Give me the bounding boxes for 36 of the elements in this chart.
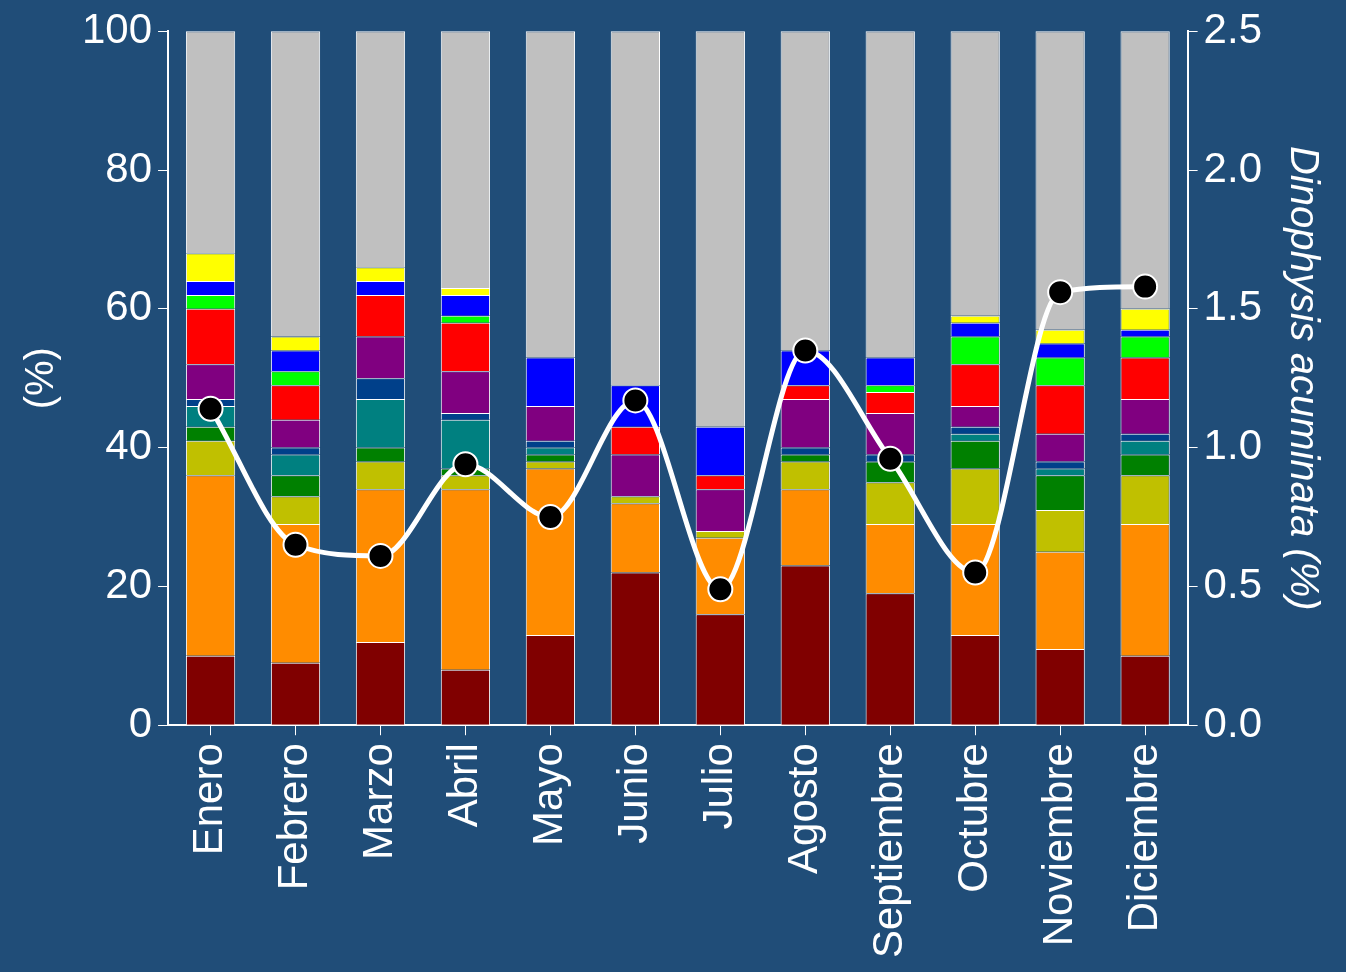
- y2-tick-label: 1.0: [1203, 421, 1262, 469]
- y-axis-title: (%): [17, 347, 62, 410]
- point: [962, 559, 989, 586]
- point: [537, 504, 564, 531]
- y-tick-label: 60: [105, 282, 153, 330]
- x-tick-label: Agosto: [778, 743, 826, 874]
- y2-tick-label: 2.0: [1203, 143, 1262, 191]
- y2-tick-label: 2.5: [1203, 4, 1262, 52]
- point: [282, 531, 309, 558]
- point: [197, 395, 224, 422]
- x-tick-label: Abril: [439, 743, 487, 828]
- point: [452, 451, 479, 478]
- x-tick-label: Mayo: [523, 743, 571, 846]
- y-tick-label: 40: [105, 421, 153, 469]
- x-tick-label: Septiembre: [863, 743, 911, 958]
- point: [1132, 273, 1159, 300]
- x-tick-label: Julio: [693, 743, 741, 830]
- y-tick-label: 80: [105, 143, 153, 191]
- x-tick-label: Octubre: [948, 743, 996, 893]
- x-tick-label: Diciembre: [1118, 743, 1166, 933]
- y2-axis-title: Dinophysis acuminata (%): [1282, 145, 1327, 611]
- point: [792, 337, 819, 364]
- x-tick-label: Enero: [184, 743, 232, 856]
- y2-tick-label: 0.0: [1203, 698, 1262, 746]
- x-tick-label: Marzo: [354, 743, 402, 860]
- x-tick-label: Junio: [608, 743, 656, 844]
- y2-tick-label: 1.5: [1203, 282, 1262, 330]
- y-tick-label: 20: [105, 560, 153, 607]
- point: [877, 445, 904, 472]
- y2-tick-label: 0.5: [1203, 560, 1262, 607]
- x-tick-label: Febrero: [269, 743, 317, 891]
- point: [367, 542, 394, 569]
- y-tick-label: 0: [128, 698, 153, 746]
- y-tick-label: 100: [82, 4, 153, 52]
- point: [1047, 279, 1074, 306]
- x-tick-label: Noviembre: [1033, 743, 1081, 947]
